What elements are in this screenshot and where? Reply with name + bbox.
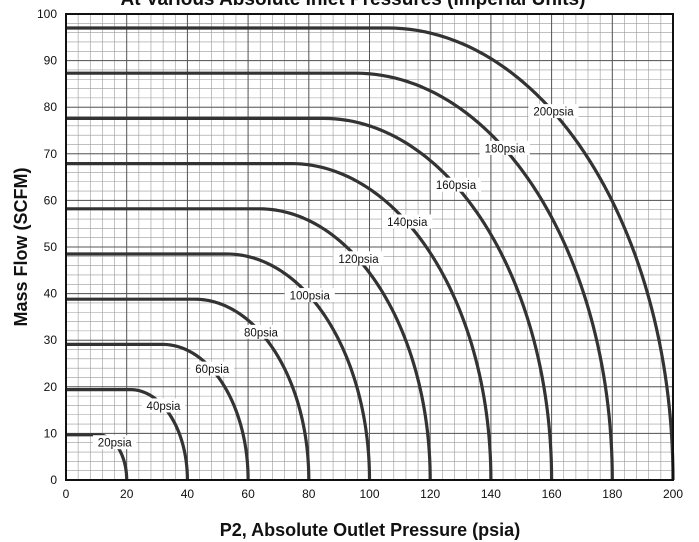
flow-curve-60psia (66, 342, 250, 481)
curve-label-text: 100psia (290, 291, 331, 303)
plot-frame (65, 13, 674, 481)
y-tick-label: 60 (44, 193, 58, 207)
curve-label-160psia: 160psia (430, 177, 482, 192)
curve-label-bg (239, 324, 283, 339)
curve-labels: 20psia 40psia 60psia 80psia 100psia 120psia 14… (92, 104, 579, 450)
y-axis-label: Mass Flow (SCFM) (11, 167, 31, 326)
curve-label-text: 200psia (533, 107, 574, 119)
flow-curve-140psia (66, 161, 493, 481)
curve-label-bg (382, 214, 433, 229)
curve-label-text: 40psia (147, 401, 181, 413)
flow-curve-160psia (66, 116, 554, 481)
x-tick-label: 180 (602, 487, 622, 501)
flow-curve-200psia (66, 26, 675, 481)
curve-label-text: 160psia (436, 180, 477, 192)
y-tick-label: 40 (44, 287, 58, 301)
x-tick-label: 0 (63, 487, 70, 501)
x-tick-label: 160 (542, 487, 562, 501)
curve-label-100psia: 100psia (284, 288, 335, 303)
curve-label-40psia: 40psia (141, 398, 186, 413)
chart-title: At Various Absolute Inlet Pressures (Imp… (121, 0, 586, 10)
y-tick-label: 70 (44, 147, 58, 161)
curve-label-60psia: 60psia (190, 361, 235, 376)
curve-label-bg (284, 288, 335, 303)
flow-curve-40psia (66, 388, 189, 481)
x-axis-label: P2, Absolute Outlet Pressure (psia) (220, 520, 520, 540)
curve-label-bg (528, 104, 579, 119)
curve-label-140psia: 140psia (382, 214, 433, 229)
y-tick-label: 0 (50, 473, 57, 487)
y-tick-label: 30 (44, 333, 58, 347)
flow-curve-120psia (66, 207, 432, 481)
y-tick-label: 50 (44, 240, 58, 254)
y-axis-ticks: 0 10 20 30 40 50 60 70 80 90 100 (37, 7, 57, 487)
curve-label-bg (141, 398, 186, 413)
curve-label-bg (430, 177, 482, 192)
x-tick-label: 20 (120, 487, 134, 501)
flow-curves (66, 26, 675, 481)
curve-label-text: 60psia (195, 364, 229, 376)
curve-label-text: 140psia (387, 217, 428, 229)
x-axis-ticks: 0 20 40 60 80 100 120 140 160 180 200 (63, 487, 684, 501)
curve-label-200psia: 200psia (528, 104, 579, 119)
x-tick-label: 120 (420, 487, 440, 501)
curve-label-180psia: 180psia (479, 140, 530, 155)
x-tick-label: 60 (241, 487, 255, 501)
curve-label-120psia: 120psia (333, 251, 384, 266)
x-tick-label: 100 (359, 487, 379, 501)
curve-label-text: 20psia (98, 438, 132, 450)
y-tick-label: 20 (44, 380, 58, 394)
flow-curve-80psia (66, 297, 311, 481)
curve-label-bg (190, 361, 235, 376)
x-tick-label: 40 (181, 487, 195, 501)
curve-label-text: 180psia (485, 143, 526, 155)
curve-label-bg (333, 251, 384, 266)
flow-curve-100psia (66, 252, 372, 481)
y-tick-label: 10 (44, 426, 58, 440)
curve-label-bg (479, 140, 530, 155)
curve-label-text: 80psia (244, 327, 278, 339)
curve-label-bg (92, 435, 137, 450)
y-tick-label: 80 (44, 100, 58, 114)
y-tick-label: 90 (44, 54, 58, 68)
flow-curve-180psia (66, 71, 614, 481)
x-tick-label: 80 (302, 487, 316, 501)
curve-label-20psia: 20psia (92, 435, 137, 450)
x-tick-label: 200 (663, 487, 683, 501)
x-tick-label: 140 (481, 487, 501, 501)
y-tick-label: 100 (37, 7, 57, 21)
curve-label-80psia: 80psia (239, 324, 283, 339)
curve-label-text: 120psia (338, 254, 379, 266)
